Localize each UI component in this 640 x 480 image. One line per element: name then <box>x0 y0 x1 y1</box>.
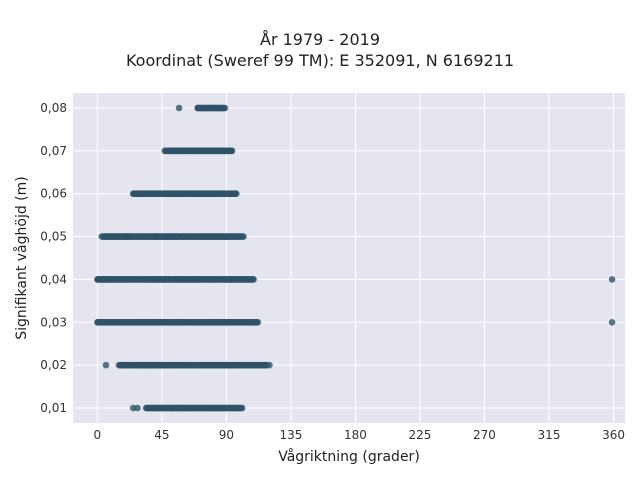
chart-subtitle: Koordinat (Sweref 99 TM): E 352091, N 61… <box>125 51 515 70</box>
data-points <box>94 104 616 412</box>
x-tick-label: 90 <box>219 428 234 442</box>
data-point <box>228 147 236 155</box>
data-point <box>158 404 166 412</box>
x-axis-label: Vågriktning (grader) <box>278 449 420 465</box>
x-tick-label: 0 <box>94 428 102 442</box>
y-tick-label: 0,05 <box>40 230 67 244</box>
x-tick-label: 360 <box>602 428 625 442</box>
x-tick-label: 45 <box>154 428 169 442</box>
x-tick-label: 270 <box>473 428 496 442</box>
y-tick-label: 0,07 <box>40 144 67 158</box>
x-tick-label: 225 <box>409 428 432 442</box>
data-point <box>240 233 247 240</box>
x-tick-label: 315 <box>538 428 561 442</box>
chart-title: År 1979 - 2019 <box>260 30 380 49</box>
y-tick-label: 0,02 <box>40 358 67 372</box>
data-point <box>175 104 183 112</box>
data-point <box>254 318 262 326</box>
data-point <box>134 404 141 412</box>
data-point <box>266 361 273 369</box>
y-tick-label: 0,01 <box>40 401 67 415</box>
data-point <box>250 276 257 283</box>
data-point <box>238 404 246 412</box>
plot-area <box>73 93 625 423</box>
data-point <box>102 361 110 369</box>
data-point <box>233 190 240 198</box>
y-tick-label: 0,06 <box>40 187 67 201</box>
y-axis-label: Signifikant våghöjd (m) <box>14 176 30 340</box>
data-point <box>168 404 176 412</box>
x-tick-label: 135 <box>279 428 302 442</box>
y-axis-ticks: 0,01 0,02 0,03 0,04 0,05 0,06 0,07 0,08 <box>40 101 67 415</box>
y-tick-label: 0,03 <box>40 315 67 329</box>
data-point <box>608 318 616 326</box>
data-point <box>194 104 202 112</box>
data-point <box>174 404 181 412</box>
data-point <box>608 276 616 283</box>
y-tick-label: 0,04 <box>40 272 67 286</box>
data-point <box>221 104 229 112</box>
x-tick-label: 180 <box>344 428 367 442</box>
x-axis-ticks: 0 45 90 135 180 225 270 315 360 <box>94 428 625 442</box>
y-tick-label: 0,08 <box>40 101 67 115</box>
